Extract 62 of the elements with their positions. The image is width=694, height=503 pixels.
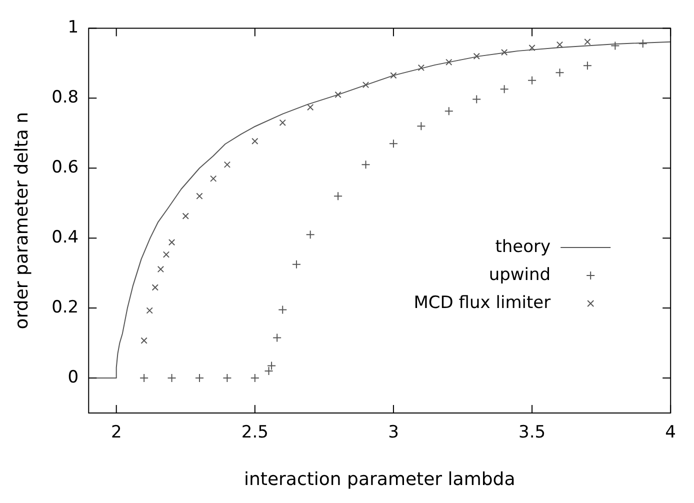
point (556, 41, 564, 48)
point (555, 68, 564, 78)
point (272, 333, 282, 342)
point (472, 94, 482, 104)
point (528, 44, 536, 52)
point (224, 161, 231, 168)
point (500, 84, 509, 94)
point (278, 305, 288, 314)
point (610, 41, 620, 50)
point (362, 82, 370, 88)
x-tick-label: 3.5 (518, 422, 546, 443)
x-axis-title: interaction parameter lambda (244, 468, 516, 490)
y-tick-label: 0.6 (52, 158, 79, 178)
x-tick-label: 2.5 (241, 422, 268, 443)
point (528, 76, 537, 85)
point (416, 122, 426, 131)
point (210, 175, 217, 182)
point (279, 119, 286, 126)
x-tick-label: 3 (388, 422, 399, 443)
x-tick-label: 2 (110, 422, 122, 443)
point (388, 139, 398, 148)
point (584, 38, 591, 46)
point (222, 374, 232, 383)
point (157, 266, 164, 273)
point (390, 72, 397, 79)
legend-label: theory (495, 236, 551, 257)
point (194, 374, 204, 383)
point (334, 91, 342, 98)
point (168, 238, 176, 246)
point (267, 361, 276, 370)
point (638, 39, 648, 48)
point (582, 61, 592, 70)
point (146, 307, 153, 314)
legend-label: upwind (488, 264, 551, 285)
y-tick-label: 0.4 (52, 228, 79, 248)
point (264, 366, 274, 376)
y-tick-label: 0.2 (52, 297, 79, 318)
point (250, 374, 260, 383)
point (196, 192, 203, 200)
point (306, 230, 315, 240)
point (418, 64, 425, 72)
point (140, 374, 149, 383)
y-tick-label: 0 (68, 367, 79, 388)
point (182, 212, 189, 220)
y-axis-title: order parameter delta n (11, 112, 32, 330)
point (444, 106, 454, 116)
point (162, 251, 170, 258)
legend-label: MCD flux limiter (414, 292, 551, 313)
point (140, 337, 148, 344)
point (307, 104, 314, 111)
point (252, 138, 258, 145)
y-tick-label: 0.8 (52, 88, 79, 108)
point (473, 52, 480, 60)
point (292, 260, 301, 269)
point (167, 374, 176, 383)
point (361, 160, 370, 170)
point (334, 192, 343, 201)
point (152, 284, 158, 291)
point (446, 58, 452, 66)
x-tick-label: 4 (665, 422, 676, 443)
y-tick-label: 1 (68, 18, 79, 38)
point (500, 49, 508, 56)
